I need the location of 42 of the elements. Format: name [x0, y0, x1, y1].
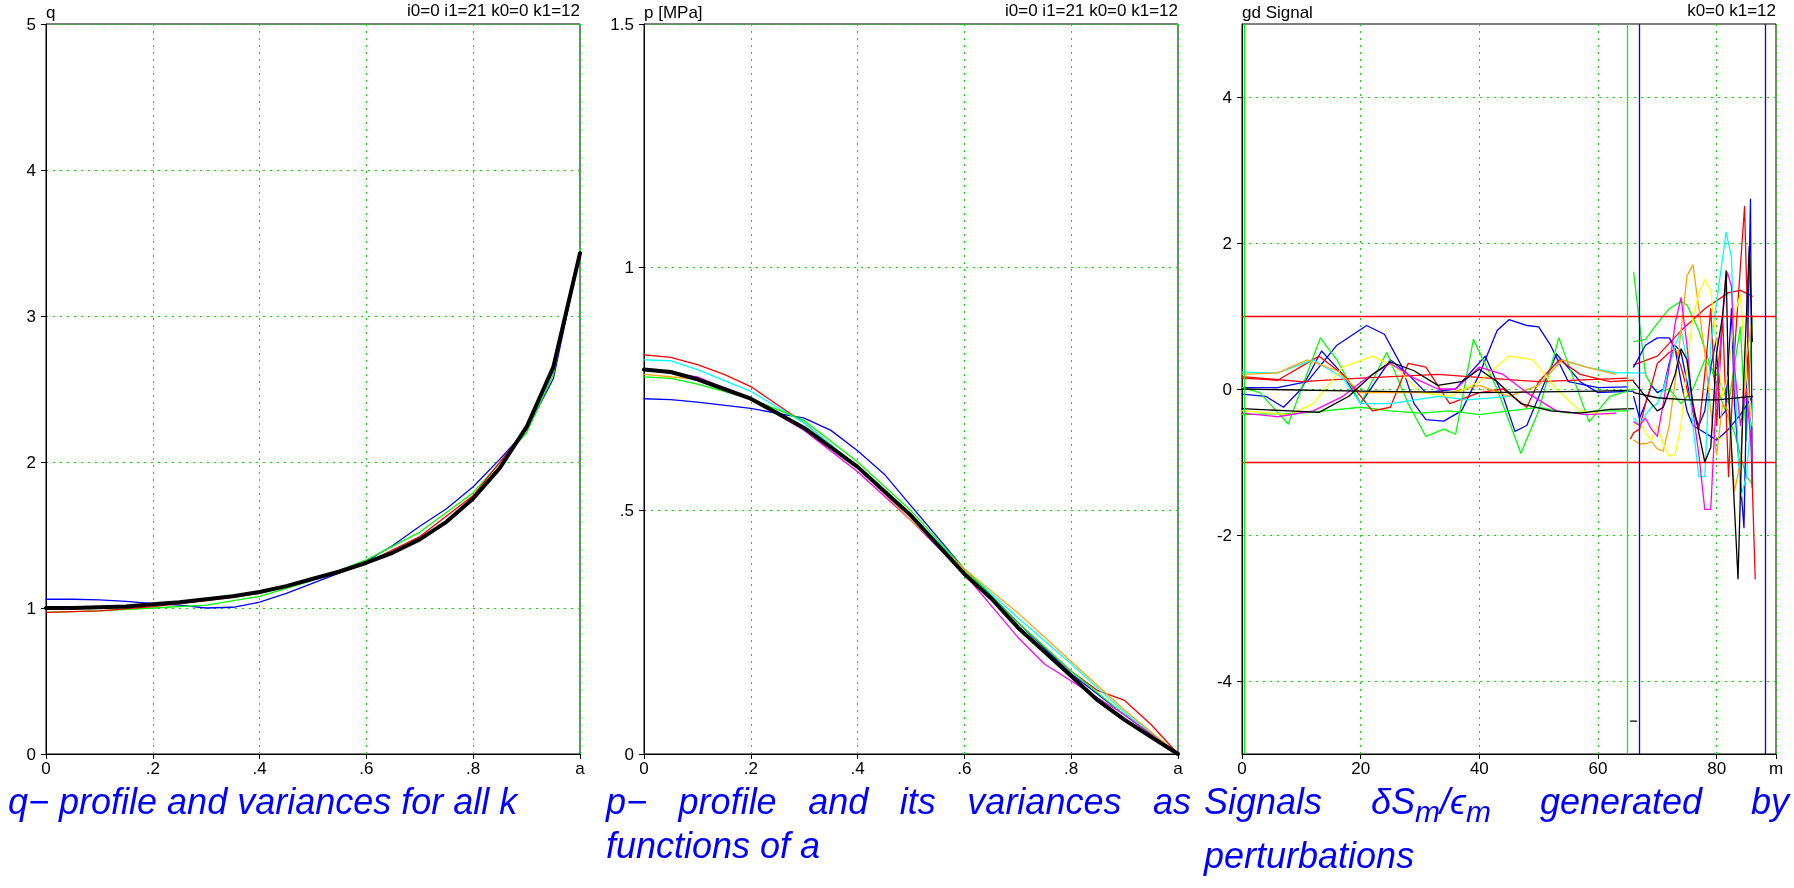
chart-title: Signals δS$_{m}$/ϵ$_{m}$ generated by perturbations — [1204, 781, 1789, 877]
text: q− profile and variances for all k — [8, 780, 520, 824]
text: k0=0 k1=12 — [1687, 1, 1776, 20]
x-tick-label: .4 — [252, 759, 267, 778]
y-tick-label: 1 — [624, 257, 634, 277]
x-tick-label: 0 — [41, 759, 51, 778]
y-tick-label: 0 — [26, 744, 36, 764]
x-tick-label: .2 — [145, 759, 160, 778]
y-axis-title: gd Signal — [1242, 3, 1313, 22]
text: i0=0 i1=21 k0=0 k1=12 — [407, 1, 580, 20]
text: p− profile and its variances as functions of a — [606, 780, 1191, 868]
x-tick-label: .6 — [957, 759, 972, 778]
x-tick-label: 60 — [1588, 759, 1608, 778]
y-tick-label: 2 — [1222, 233, 1232, 253]
y-tick-label: 5 — [26, 14, 36, 34]
x-tick-label: .2 — [743, 759, 758, 778]
x-tick-label: .6 — [359, 759, 374, 778]
x-tick-label: 0 — [639, 759, 649, 778]
x-tick-label: 80 — [1707, 759, 1727, 778]
x-tick-label: m — [1768, 759, 1784, 778]
x-tick-label: 40 — [1469, 759, 1489, 778]
y-tick-label: 4 — [1222, 87, 1232, 107]
y-tick-label: -4 — [1216, 671, 1232, 691]
y-axis-title: q — [46, 3, 56, 22]
x-tick-label: a — [1173, 759, 1184, 778]
y-tick-label: 1 — [26, 598, 36, 618]
y-tick-label: 2 — [26, 452, 36, 472]
y-tick-label: 0 — [1222, 379, 1232, 399]
y-axis-title: p [MPa] — [644, 3, 703, 22]
y-tick-label: 3 — [26, 306, 36, 326]
x-tick-label: .8 — [466, 759, 481, 778]
text: i0=0 i1=21 k0=0 k1=12 — [1005, 1, 1178, 20]
x-tick-label: .4 — [850, 759, 865, 778]
y-tick-label: 4 — [26, 160, 36, 180]
x-tick-label: 20 — [1351, 759, 1371, 778]
x-tick-label: .8 — [1064, 759, 1079, 778]
y-tick-label: -2 — [1216, 525, 1232, 545]
y-tick-label: 1.5 — [610, 14, 634, 34]
x-tick-label: 0 — [1237, 759, 1247, 778]
y-tick-label: .5 — [619, 501, 634, 521]
x-tick-label: a — [575, 759, 586, 778]
y-tick-label: 0 — [624, 744, 634, 764]
